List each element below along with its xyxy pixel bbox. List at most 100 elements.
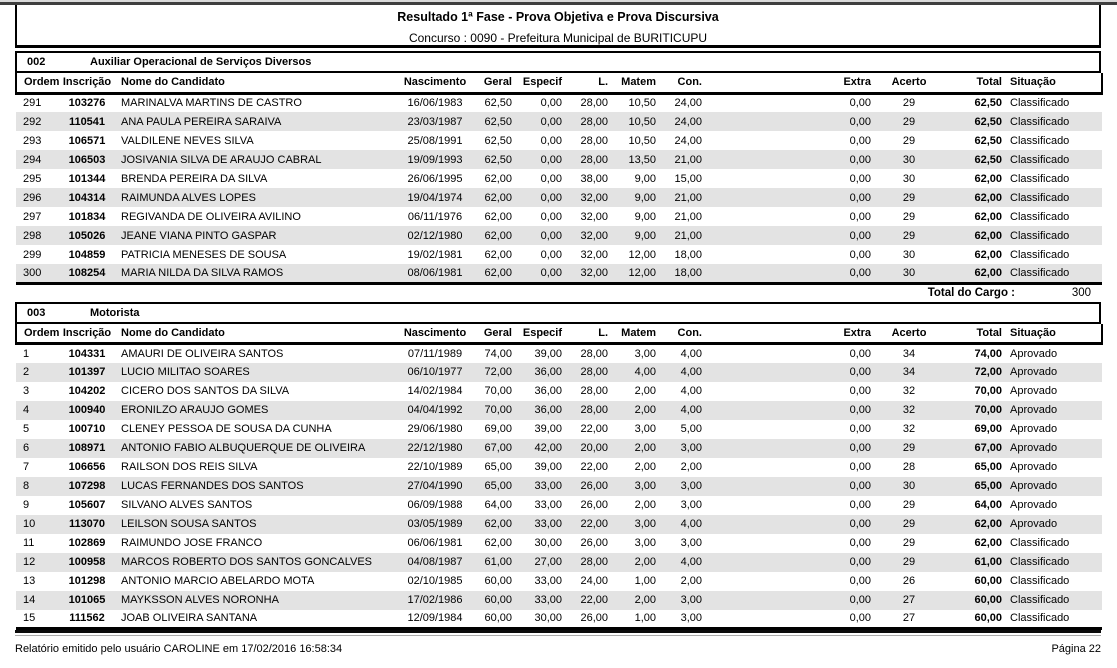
cell-ordem: 11: [23, 537, 35, 549]
column-header-con: Con.: [664, 73, 710, 95]
cell-nascimento: 22/10/1989: [407, 461, 463, 473]
cell-acerto: 29: [902, 210, 916, 223]
cell-acerto: 29: [883, 438, 935, 458]
cell-acerto: 29: [902, 134, 916, 147]
candidate-row: 12 100958 MARCOS ROBERTO DOS SANTOS GONC…: [16, 552, 1102, 572]
candidate-row: 7 106656 RAILSON DOS REIS SILVA 22/10/19…: [16, 458, 1102, 477]
cell-geral: 65,00: [474, 476, 520, 496]
cell-ordem: 298: [16, 226, 58, 245]
cell-nome: ERONILZO ARAUJO GOMES: [116, 400, 396, 420]
column-header-ordem: Ordem: [15, 323, 59, 345]
cell-total: 61,00: [935, 552, 1005, 572]
column-header-situacao: Situação: [1005, 323, 1103, 345]
candidate-row: 291 103276 MARINALVA MARTINS DE CASTRO 1…: [16, 93, 1102, 112]
cell-nome: RAIMUNDO JOSE FRANCO: [121, 537, 263, 549]
cell-inscricao: 100710: [68, 423, 106, 435]
cell-situacao: Classificado: [1010, 537, 1070, 549]
cell-nascimento: 14/02/1984: [407, 385, 463, 397]
cell-geral: 62,00: [474, 264, 520, 285]
cell-situacao: Aprovado: [1010, 499, 1058, 511]
cell-ordem: 296: [16, 188, 58, 207]
cell-con: 2,00: [680, 575, 702, 587]
column-header-matem: Matem: [616, 73, 664, 95]
cell-con: 3,00: [664, 590, 710, 610]
cell-lingua: 22,00: [570, 590, 616, 610]
cell-acerto: 29: [902, 537, 916, 549]
cell-con: 18,00: [664, 264, 710, 285]
cell-geral: 70,00: [474, 400, 520, 420]
cell-total: 62,00: [935, 188, 1005, 207]
cell-nome: CICERO DOS SANTOS DA SILVA: [121, 385, 290, 397]
cell-nascimento: 06/09/1988: [407, 499, 463, 511]
cell-especif: 0,00: [540, 248, 562, 261]
cell-acerto: 34: [902, 347, 916, 360]
candidate-row: 295 101344 BRENDA PEREIRA DA SILVA 26/06…: [16, 169, 1102, 188]
cell-con: 4,00: [680, 347, 702, 360]
cell-matem: 12,00: [616, 264, 664, 285]
candidate-row: 299 104859 PATRICIA MENESES DE SOUSA 19/…: [16, 245, 1102, 264]
cell-geral: 72,00: [474, 362, 520, 382]
cell-lingua: 32,00: [580, 210, 608, 223]
cell-extra: 0,00: [710, 476, 883, 496]
cell-acerto: 29: [883, 226, 935, 245]
cell-nome: ANTONIO MARCIO ABELARDO MOTA: [121, 575, 315, 587]
column-header-geral: Geral: [474, 73, 520, 95]
cell-situacao: Classificado: [1005, 150, 1102, 169]
cell-con: 5,00: [680, 423, 702, 435]
cell-inscricao: 102869: [68, 537, 106, 549]
report-page: Resultado 1ª Fase - Prova Objetiva e Pro…: [15, 5, 1103, 655]
total-do-cargo-label: Total do Cargo :: [927, 286, 1015, 299]
cell-inscricao: 111562: [58, 609, 116, 630]
column-header-especif: Especif: [520, 73, 570, 95]
cell-nascimento: 07/11/1989: [407, 347, 463, 360]
cell-nome: MAYKSSON ALVES NORONHA: [116, 590, 396, 610]
cell-total: 62,00: [974, 537, 1002, 549]
cell-situacao: Aprovado: [1005, 400, 1102, 420]
cell-lingua: 28,00: [580, 134, 608, 147]
cell-ordem: 292: [16, 112, 58, 131]
cell-total: 62,00: [974, 172, 1002, 185]
cell-especif: 0,00: [540, 97, 562, 110]
cell-especif: 33,00: [534, 499, 562, 511]
cell-matem: 2,00: [616, 400, 664, 420]
cell-con: 24,00: [664, 112, 710, 131]
cell-geral: 62,00: [484, 248, 512, 261]
cell-extra: 0,00: [849, 248, 871, 261]
cell-extra: 0,00: [849, 537, 871, 549]
cell-lingua: 22,00: [580, 461, 608, 473]
cell-matem: 2,00: [634, 499, 656, 511]
cell-acerto: 29: [883, 552, 935, 572]
cell-con: 21,00: [664, 150, 710, 169]
cell-ordem: 4: [16, 400, 58, 420]
cell-con: 21,00: [664, 188, 710, 207]
cell-nascimento: 27/04/1990: [396, 476, 474, 496]
cell-nome: CLENEY PESSOA DE SOUSA DA CUNHA: [121, 423, 332, 435]
column-header-matem: Matem: [616, 323, 664, 345]
cell-ordem: 15: [16, 609, 58, 630]
cell-ordem: 9: [23, 499, 30, 511]
cell-extra: 0,00: [710, 590, 883, 610]
footer-divider: [15, 630, 1101, 636]
cell-inscricao: 105607: [68, 499, 106, 511]
cell-extra: 0,00: [849, 385, 871, 397]
cell-matem: 3,00: [616, 476, 664, 496]
cell-total: 62,00: [935, 514, 1005, 534]
cell-especif: 39,00: [534, 347, 562, 360]
cell-acerto: 32: [902, 385, 916, 397]
candidate-row: 294 106503 JOSIVANIA SILVA DE ARAUJO CAB…: [16, 150, 1102, 169]
cell-total: 62,50: [935, 112, 1005, 131]
cell-especif: 33,00: [520, 590, 570, 610]
page-title: Resultado 1ª Fase - Prova Objetiva e Pro…: [397, 10, 719, 24]
cell-ordem: 13: [23, 575, 36, 587]
cell-nascimento: 16/06/1983: [407, 97, 463, 110]
cell-matem: 9,00: [634, 210, 656, 223]
cell-ordem: 300: [16, 264, 58, 285]
candidate-row: 292 110541 ANA PAULA PEREIRA SARAIVA 23/…: [16, 112, 1102, 131]
cell-nascimento: 04/04/1992: [396, 400, 474, 420]
cell-extra: 0,00: [710, 150, 883, 169]
cell-matem: 3,00: [634, 347, 656, 360]
cell-situacao: Classificado: [1010, 172, 1070, 185]
cell-situacao: Classificado: [1010, 97, 1070, 110]
section-code: 003: [27, 306, 46, 319]
candidate-row: 300 108254 MARIA NILDA DA SILVA RAMOS 08…: [16, 264, 1102, 285]
